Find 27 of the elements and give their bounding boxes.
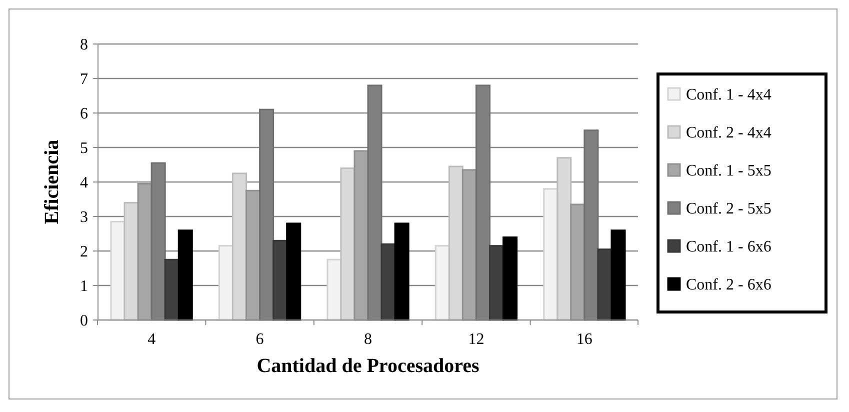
y-tick-label: 6 xyxy=(80,106,88,123)
y-tick-label: 3 xyxy=(80,209,88,226)
x-axis-title: Cantidad de Procesadores xyxy=(256,355,480,377)
legend-label: Conf. 2 - 6x6 xyxy=(686,276,772,294)
legend-label: Conf. 2 - 5x5 xyxy=(686,200,772,218)
y-tick-label: 8 xyxy=(80,36,88,54)
bar xyxy=(502,236,518,321)
x-tick-label: 6 xyxy=(256,331,264,348)
x-tick-label: 12 xyxy=(468,331,484,348)
bar xyxy=(178,230,193,321)
y-tick-label: 5 xyxy=(80,140,88,158)
y-axis-title: Eficiencia xyxy=(41,140,63,224)
bar xyxy=(610,230,626,321)
y-tick-label: 7 xyxy=(80,71,88,88)
x-tick-label: 4 xyxy=(148,331,156,348)
legend-label: Conf. 1 - 6x6 xyxy=(686,238,772,256)
legend-label: Conf. 2 - 4x4 xyxy=(686,124,772,142)
bar xyxy=(394,222,410,321)
y-tick-label: 4 xyxy=(80,174,88,192)
y-tick-label: 2 xyxy=(80,244,88,261)
legend-label: Conf. 1 - 4x4 xyxy=(686,86,772,104)
y-tick-label: 0 xyxy=(80,312,88,330)
bar xyxy=(286,222,302,321)
x-tick-label: 16 xyxy=(576,331,592,348)
legend-label: Conf. 1 - 5x5 xyxy=(686,162,772,180)
x-tick-label: 8 xyxy=(364,331,372,348)
y-tick-label: 1 xyxy=(80,278,88,296)
